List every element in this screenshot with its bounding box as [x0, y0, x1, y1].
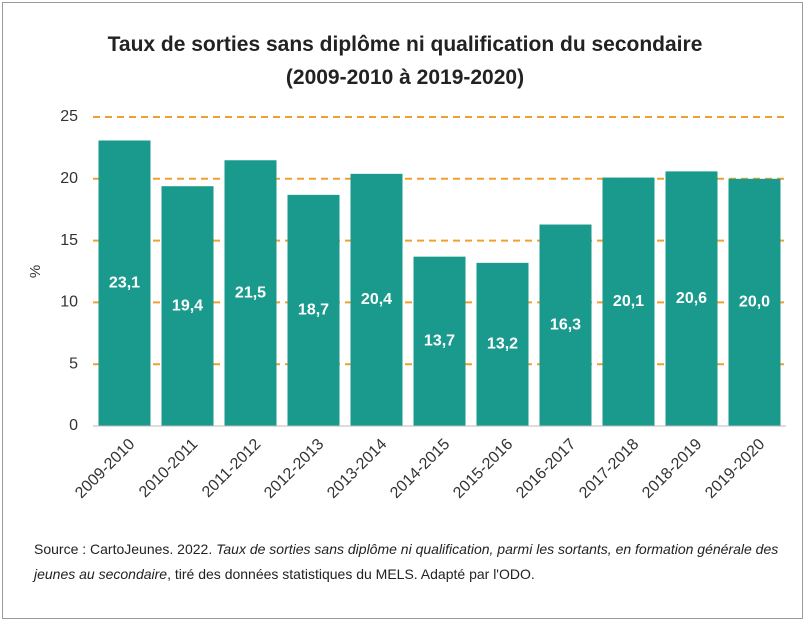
y-tick-label: 5 [69, 355, 78, 372]
bar [224, 160, 277, 426]
data-label: 13,7 [424, 333, 455, 350]
y-axis-label: % [27, 265, 44, 278]
data-label: 18,7 [298, 302, 329, 319]
data-label: 20,1 [613, 293, 644, 310]
x-tick-label: 2018-2019 [639, 436, 705, 502]
data-label: 21,5 [235, 284, 266, 301]
x-tick-label: 2014-2015 [387, 436, 453, 502]
bar [602, 177, 655, 426]
x-tick-label: 2011-2012 [199, 436, 264, 501]
source-text: , tiré des données statistiques du MELS.… [167, 566, 535, 582]
x-tick-label: 2017-2018 [576, 436, 642, 502]
x-tick-label: 2013-2014 [324, 436, 390, 502]
bar [476, 262, 529, 426]
bar [539, 224, 592, 426]
y-tick-label: 20 [60, 170, 78, 187]
x-tick-label: 2012-2013 [261, 436, 327, 502]
bar [350, 173, 403, 426]
x-tick-label: 2010-2011 [136, 436, 201, 501]
source-title: Taux de sorties sans diplôme ni qualific… [34, 541, 779, 582]
chart-title: Taux de sorties sans diplôme ni qualific… [107, 33, 703, 89]
y-tick-label: 15 [60, 232, 78, 249]
bar [287, 194, 340, 426]
data-label: 20,6 [676, 290, 707, 307]
y-tick-label: 10 [60, 294, 78, 311]
x-tick-label: 2009-2010 [72, 436, 138, 502]
bar [665, 171, 718, 426]
y-tick-label: 25 [60, 108, 78, 125]
bar [98, 140, 151, 426]
data-label: 13,2 [487, 336, 518, 353]
bar [413, 256, 466, 426]
data-label: 19,4 [172, 297, 203, 314]
bar [161, 186, 214, 426]
x-tick-label: 2019-2020 [702, 436, 768, 502]
bar [728, 178, 781, 426]
data-label: 20,0 [739, 294, 770, 311]
source-text: Source : CartoJeunes. 2022. [34, 541, 217, 557]
source-note: Source : CartoJeunes. 2022. Taux de sort… [34, 537, 784, 587]
data-label: 16,3 [550, 316, 581, 333]
y-tick-label: 0 [69, 417, 78, 434]
data-label: 20,4 [361, 291, 392, 308]
x-tick-label: 2015-2016 [450, 436, 516, 502]
x-tick-label: 2016-2017 [513, 436, 579, 502]
data-label: 23,1 [109, 274, 140, 291]
